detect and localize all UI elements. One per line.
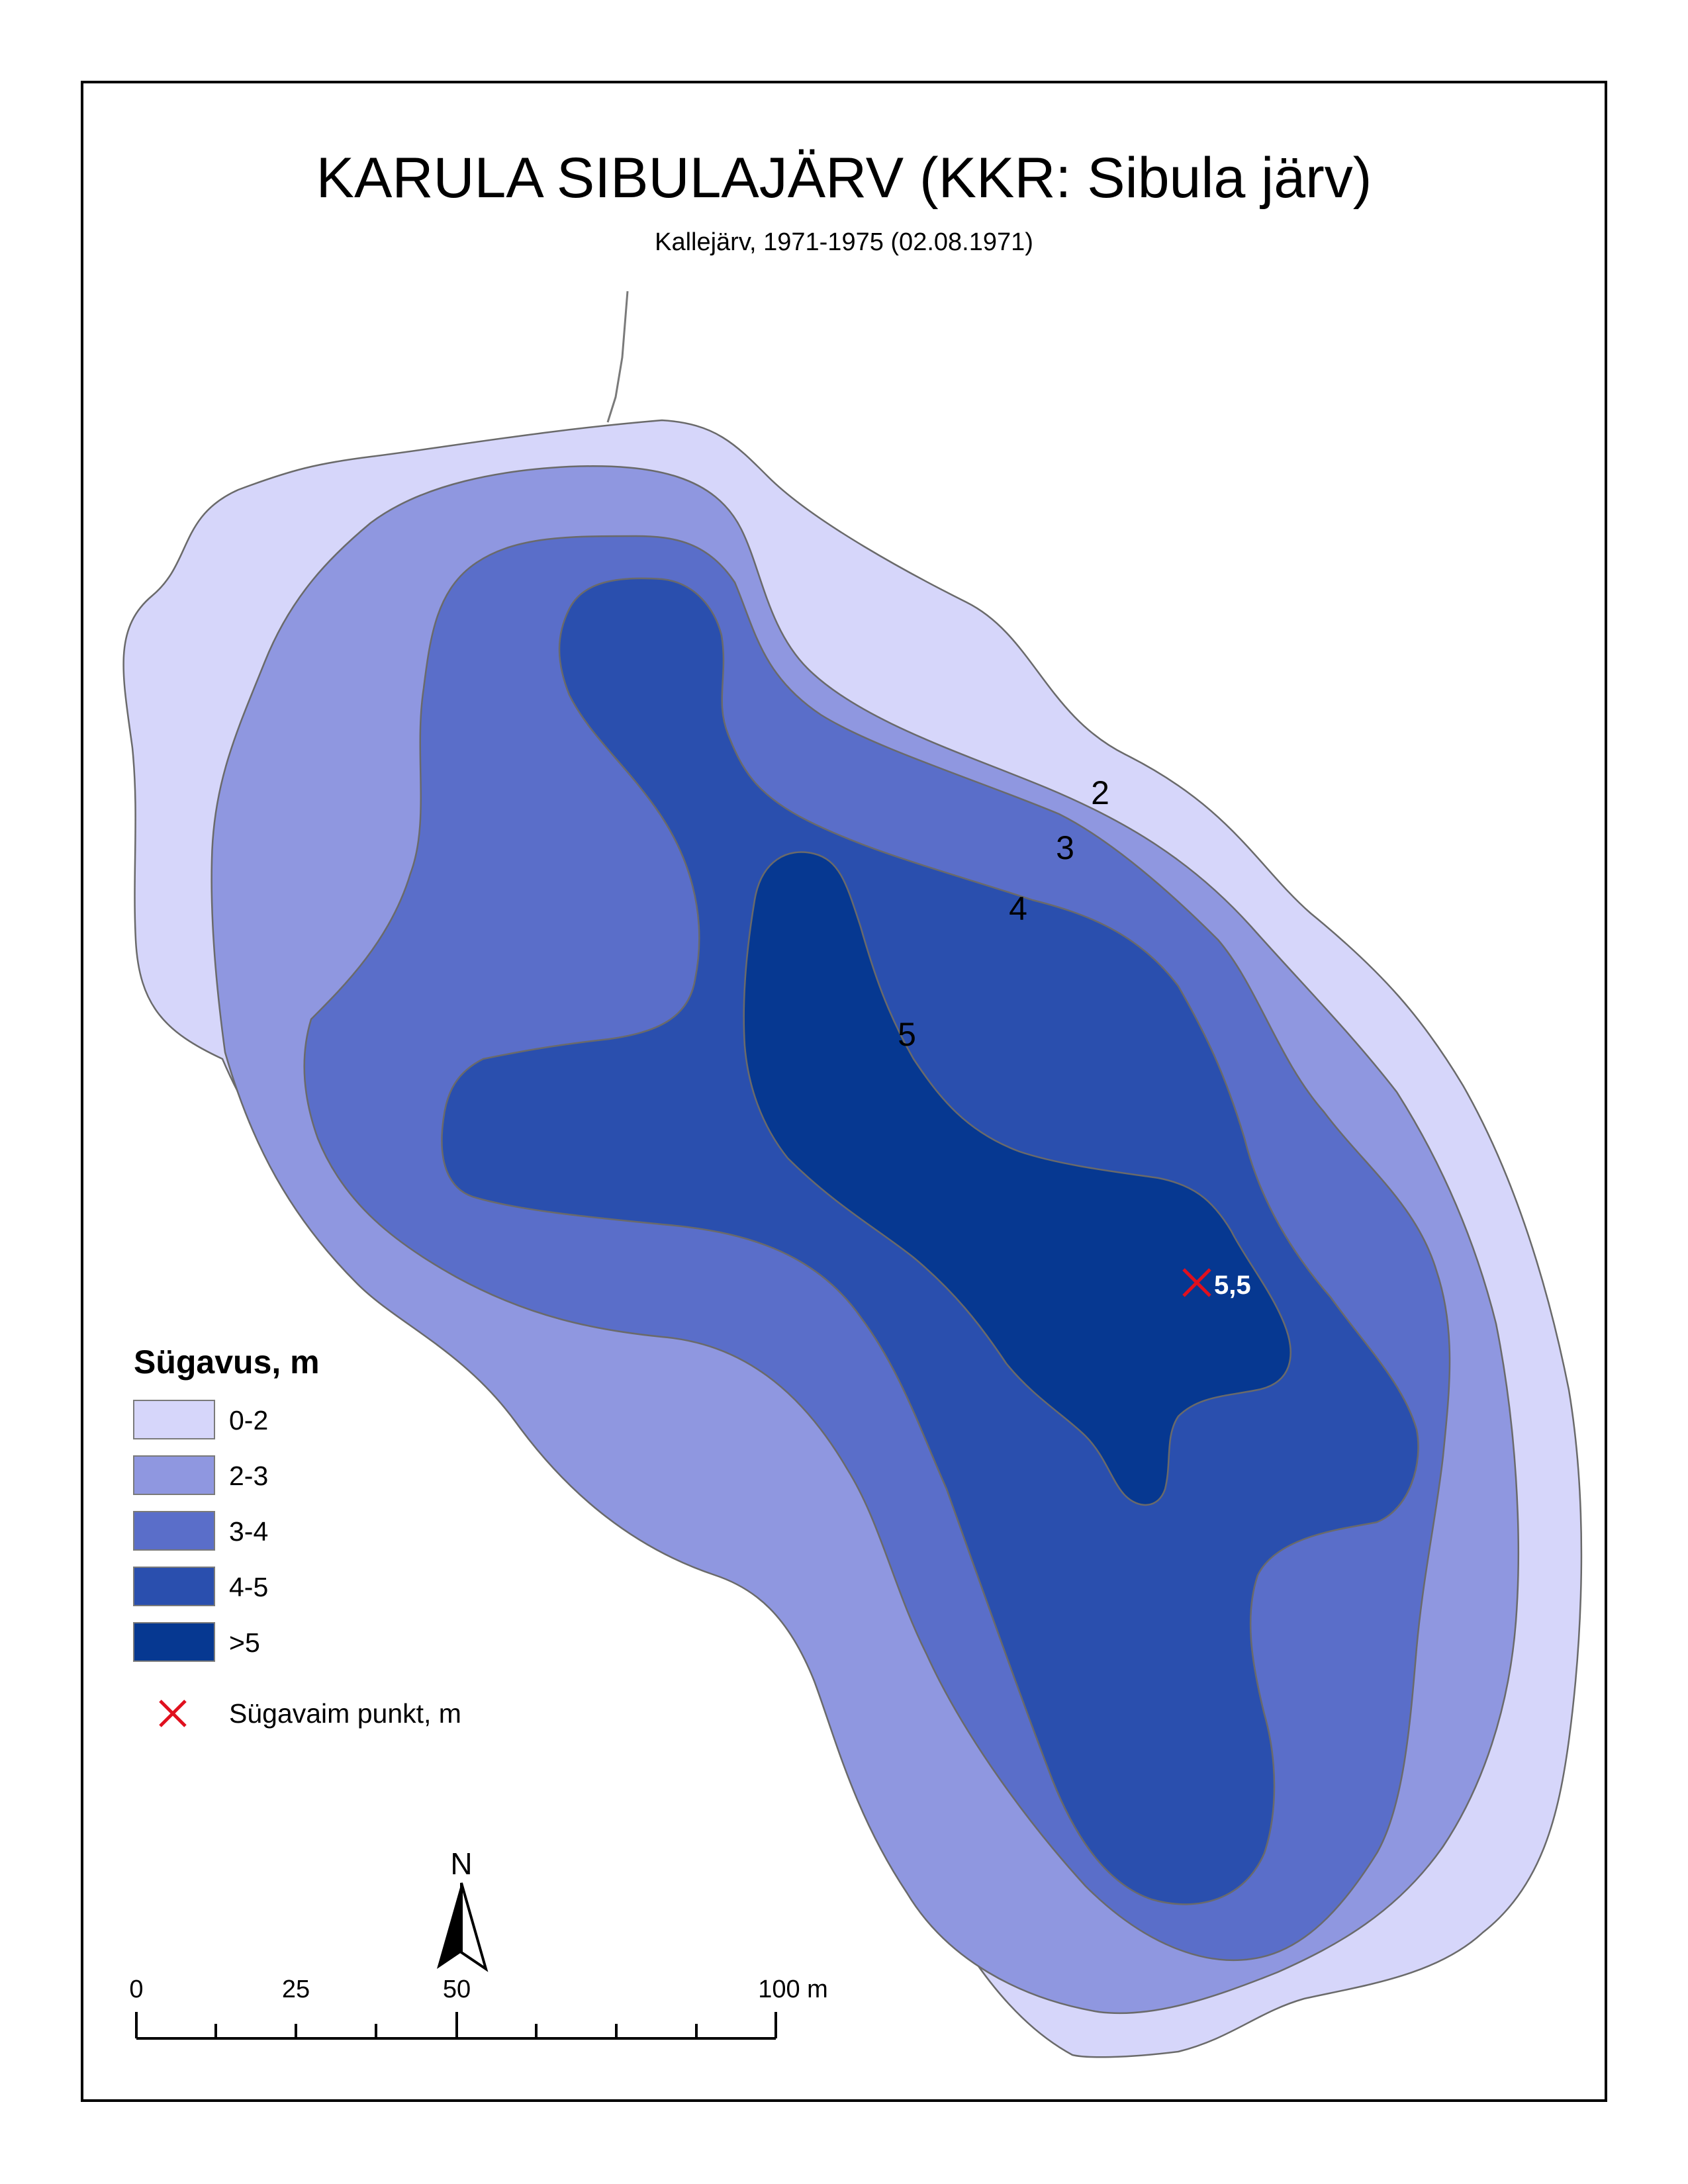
deepest-point-value: 5,5 <box>1214 1271 1251 1300</box>
red-x-icon <box>159 1700 187 1727</box>
legend-item-deepest-point: Sügavaim punkt, m <box>159 1698 461 1729</box>
north-arrow-letter: N <box>450 1846 472 1881</box>
legend-label: 0-2 <box>229 1405 268 1435</box>
map-subtitle: Kallejärv, 1971-1975 (02.08.1971) <box>655 228 1033 256</box>
scale-label-50: 50 <box>443 1976 471 2003</box>
contour-label-2: 2 <box>1091 774 1109 811</box>
legend-item-3-4: 3-4 <box>133 1511 268 1551</box>
deepest-point-marker <box>1182 1268 1211 1297</box>
contour-label-4: 4 <box>1009 890 1027 927</box>
contour-label-3: 3 <box>1056 829 1074 866</box>
legend-label: 3-4 <box>229 1516 268 1547</box>
scale-label-25: 25 <box>282 1976 310 2003</box>
legend-label: 4-5 <box>229 1572 268 1602</box>
scale-label-100: 100 m <box>758 1976 828 2003</box>
legend-item-0-2: 0-2 <box>133 1400 268 1439</box>
inflow-stream <box>606 291 629 423</box>
legend-item-over-5: >5 <box>133 1622 260 1662</box>
legend-item-4-5: 4-5 <box>133 1567 268 1606</box>
contour-label-5: 5 <box>898 1016 916 1053</box>
legend-label: Sügavaim punkt, m <box>229 1698 461 1729</box>
legend-title: Sügavus, m <box>134 1343 320 1381</box>
legend: Sügavus, m 0-2 2-3 3-4 4-5 >5 Sügavaim p <box>133 1343 461 1729</box>
map-title: KARULA SIBULAJÄRV (KKR: Sibula järv) <box>316 146 1372 210</box>
scale-label-0: 0 <box>129 1976 143 2003</box>
legend-item-2-3: 2-3 <box>133 1455 268 1495</box>
legend-label: 2-3 <box>229 1461 268 1491</box>
map-frame <box>81 81 1607 2102</box>
north-arrow: N <box>437 1846 489 1972</box>
scale-bar: 0 25 50 100 m <box>129 1976 828 2040</box>
scale-bar-line <box>135 2012 777 2040</box>
north-arrow-icon <box>437 1882 489 1972</box>
legend-label: >5 <box>229 1627 260 1658</box>
depth-zone-over-5 <box>743 851 1291 1506</box>
